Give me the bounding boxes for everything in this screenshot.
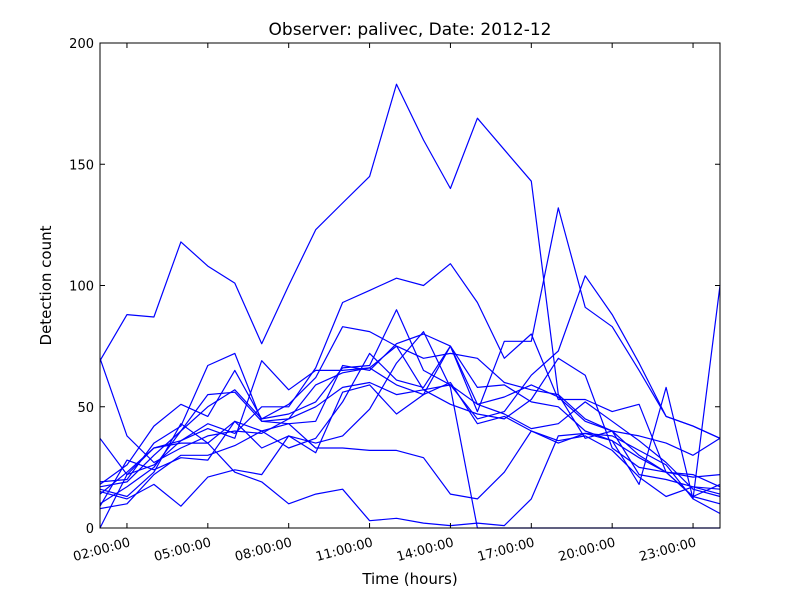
series-line-4 [99, 275, 721, 485]
chart-title: Observer: palivec, Date: 2012-12 [269, 20, 552, 40]
series-line-3 [99, 263, 721, 478]
y-tick-label-4: 150 [69, 158, 94, 173]
series-line-1 [99, 83, 721, 498]
series-line-2 [99, 345, 721, 464]
y-axis-title: Detection count [37, 225, 55, 345]
y-tick-label-1: 0 [86, 522, 94, 537]
x-axis-title: Time (hours) [361, 570, 457, 588]
series-line-12 [99, 285, 721, 529]
series-line-5 [99, 207, 721, 483]
series-line-10 [99, 381, 721, 507]
y-tick-label-5: 200 [69, 37, 94, 52]
series-line-6 [99, 357, 721, 505]
y-tick-label-2: 50 [77, 401, 94, 416]
series-line-7 [99, 326, 721, 498]
y-tick-label-3: 100 [69, 280, 94, 295]
series-line-11 [99, 420, 721, 515]
series-line-8 [99, 345, 721, 505]
y-axis: 0 50 100 150 200 [69, 37, 720, 537]
